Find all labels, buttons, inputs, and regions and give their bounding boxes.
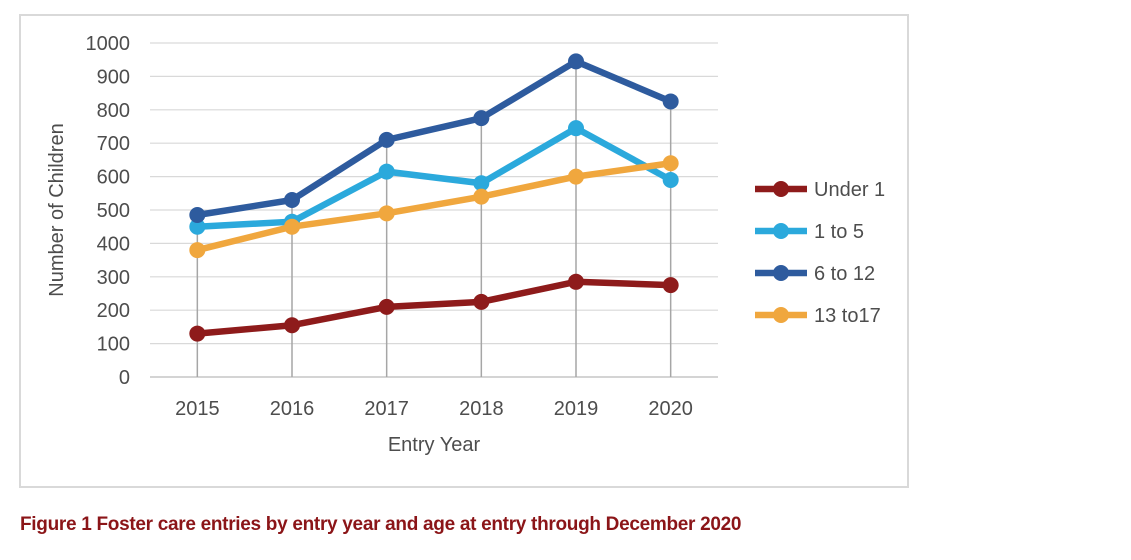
x-tick-label: 2016 <box>270 398 315 420</box>
legend-item-1-to-5: 1 to 5 <box>755 221 864 243</box>
x-tick-label: 2015 <box>175 398 220 420</box>
y-tick-label: 500 <box>97 200 130 222</box>
y-tick-label: 1000 <box>86 33 131 55</box>
legend-item-label: Under 1 <box>814 179 885 201</box>
legend-item-label: 1 to 5 <box>814 221 864 243</box>
x-axis-labels: 2015 2016 2017 2018 2019 2020 <box>175 398 693 420</box>
data-point-marker <box>568 168 584 185</box>
data-point-marker <box>473 110 490 127</box>
figure-caption: Figure 1 Foster care entries by entry ye… <box>20 514 742 535</box>
legend-item-label: 13 to17 <box>814 305 881 327</box>
data-point-marker <box>189 218 206 235</box>
gridlines <box>150 42 718 378</box>
series-under-1 <box>189 273 679 342</box>
data-point-marker <box>189 207 206 224</box>
data-point-marker <box>662 171 679 188</box>
y-tick-label: 900 <box>97 66 130 88</box>
y-tick-label: 400 <box>97 233 130 255</box>
data-point-marker <box>189 325 206 342</box>
data-point-marker <box>378 298 395 315</box>
y-tick-label: 100 <box>97 334 130 356</box>
x-tick-label: 2020 <box>648 398 693 420</box>
data-point-marker <box>662 277 679 294</box>
y-tick-label: 300 <box>97 267 130 289</box>
legend-item-13-to17: 13 to17 <box>755 305 881 327</box>
data-point-marker <box>568 273 584 290</box>
data-point-marker <box>568 53 584 70</box>
data-point-marker <box>662 93 679 110</box>
y-tick-label: 200 <box>97 300 130 322</box>
y-tick-label: 600 <box>97 167 130 189</box>
y-tick-label: 800 <box>97 100 130 122</box>
y-tick-label: 700 <box>97 133 130 155</box>
data-point-marker <box>284 317 300 334</box>
y-tick-label: 0 <box>119 367 130 389</box>
data-point-marker <box>284 191 300 208</box>
y-axis-tick-labels: 0 100 200 300 400 500 600 700 800 900 1000 <box>86 33 131 389</box>
x-tick-label: 2018 <box>459 398 504 420</box>
data-point-marker <box>189 242 206 259</box>
series-line <box>194 278 674 337</box>
data-point-marker <box>378 131 395 148</box>
legend-item-6-to-12: 6 to 12 <box>755 263 875 285</box>
legend-item-under-1: Under 1 <box>755 179 885 201</box>
data-point-marker <box>473 293 490 310</box>
series-line <box>194 159 674 254</box>
legend-marker-dot <box>773 265 789 281</box>
data-point-marker <box>568 120 584 137</box>
legend-marker-dot <box>773 181 789 197</box>
x-tick-label: 2019 <box>554 398 599 420</box>
data-point-marker <box>284 218 300 235</box>
x-tick-label: 2017 <box>364 398 409 420</box>
series-13-to17 <box>189 155 679 259</box>
chart-frame-border <box>19 14 909 488</box>
legend-marker-dot <box>773 223 789 239</box>
foster-care-entries-line-chart: 0 100 200 300 400 500 600 700 800 900 1000 2015 2016… <box>19 14 909 488</box>
x-axis-title: Entry Year <box>388 434 481 456</box>
data-point-marker <box>662 155 679 172</box>
series-6-to-12 <box>189 53 679 224</box>
data-point-marker <box>473 188 490 205</box>
data-point-marker <box>378 163 395 180</box>
series-line <box>194 58 674 219</box>
data-point-marker <box>378 205 395 222</box>
legend-marker-dot <box>773 307 789 323</box>
legend-item-label: 6 to 12 <box>814 263 875 285</box>
chart-frame: 0 100 200 300 400 500 600 700 800 900 1000 2015 2016… <box>19 14 909 488</box>
y-axis-title: Number of Children <box>46 123 68 296</box>
legend: Under 1 1 to 5 6 to 12 13 to17 <box>755 179 885 327</box>
data-point-marker <box>473 175 490 192</box>
series-line <box>194 124 674 230</box>
